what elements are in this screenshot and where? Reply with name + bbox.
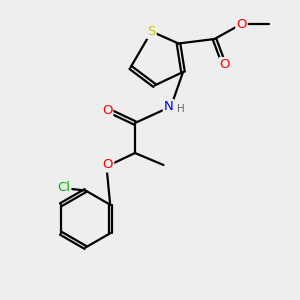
Text: O: O [220, 58, 230, 71]
Text: H: H [177, 103, 184, 114]
Text: Cl: Cl [57, 181, 70, 194]
Text: O: O [236, 17, 247, 31]
Text: N: N [164, 100, 173, 113]
Text: S: S [147, 25, 156, 38]
Text: O: O [102, 104, 112, 117]
Text: O: O [103, 158, 113, 172]
